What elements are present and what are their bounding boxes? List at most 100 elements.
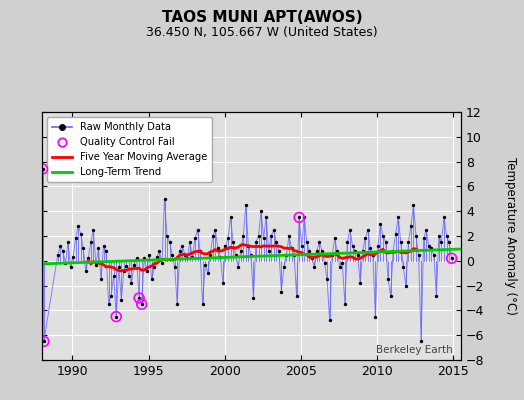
Point [414,252,423,258]
Point [221,243,230,249]
Text: Berkeley Earth: Berkeley Earth [376,345,453,355]
Point [135,295,143,301]
Point [209,233,217,239]
Point [59,248,67,254]
Point [397,239,405,246]
Point [376,220,385,227]
Point [178,243,187,249]
Point [143,268,151,274]
Point [173,301,181,308]
Point [74,223,82,229]
Point [211,226,220,233]
Point [333,248,342,254]
Point [318,248,326,254]
Point [399,264,408,270]
Point [364,226,372,233]
Point [310,264,319,270]
Point [112,314,121,320]
Point [239,233,247,239]
Point [82,268,90,274]
Point [315,239,324,246]
Point [38,166,47,172]
Point [163,233,171,239]
Y-axis label: Temperature Anomaly (°C): Temperature Anomaly (°C) [504,157,517,315]
Point [249,295,258,301]
Point [155,248,163,254]
Point [445,239,453,246]
Point [133,255,141,262]
Point [137,301,146,308]
Point [168,252,176,258]
Point [389,248,397,254]
Point [404,239,412,246]
Point [112,314,121,320]
Point [381,239,390,246]
Point [290,252,298,258]
Point [40,338,48,345]
Point [140,255,148,262]
Point [366,245,375,252]
Point [412,233,420,239]
Point [115,264,123,270]
Point [435,233,443,239]
Point [122,262,130,269]
Point [328,252,336,258]
Point [338,260,346,266]
Point [331,235,339,242]
Point [229,239,237,246]
Point [219,280,227,286]
Point [104,301,113,308]
Point [369,252,377,258]
Point [285,233,293,239]
Point [38,166,47,172]
Point [323,276,331,282]
Point [282,252,291,258]
Point [437,239,445,246]
Point [277,289,286,295]
Point [356,280,364,286]
Point [196,248,204,254]
Point [64,239,72,246]
Point [150,264,159,270]
Point [394,214,402,221]
Point [92,261,100,268]
Point [148,276,156,282]
Point [422,226,430,233]
Point [188,254,196,260]
Point [107,292,115,299]
Point [374,243,382,249]
Point [265,248,273,254]
Point [447,255,456,262]
Point [343,239,352,246]
Point [97,276,105,282]
Point [262,214,270,221]
Point [272,239,280,246]
Point [170,264,179,270]
Point [152,254,161,260]
Point [236,248,245,254]
Point [69,254,77,260]
Point [242,202,250,208]
Point [234,264,243,270]
Point [125,272,133,279]
Point [226,214,235,221]
Point [206,252,214,258]
Point [275,248,283,254]
Point [191,235,199,242]
Point [119,268,128,274]
Point [308,255,316,262]
Point [130,261,138,268]
Point [305,248,313,254]
Point [137,301,146,308]
Point [346,226,354,233]
Point [269,226,278,233]
Point [320,260,329,266]
Point [201,261,210,268]
Point [335,264,344,270]
Point [302,239,311,246]
Point [341,301,349,308]
Point [391,230,400,237]
Point [127,280,136,286]
Point [71,235,80,242]
Point [158,260,166,266]
